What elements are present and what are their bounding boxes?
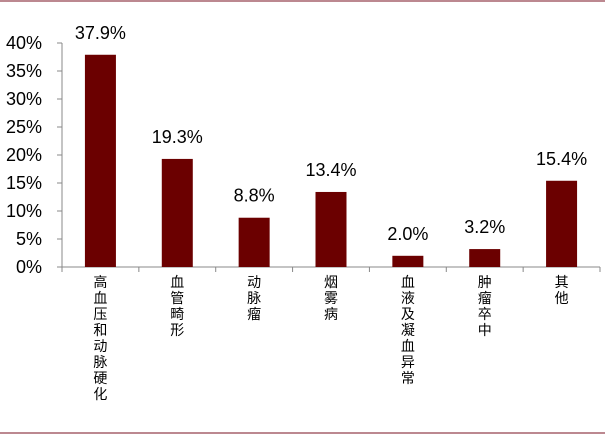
bar <box>546 180 578 267</box>
x-category-label: 动脉瘤 <box>247 275 261 323</box>
bar <box>315 191 347 267</box>
y-tick-label: 40% <box>6 33 42 53</box>
x-category-label: 烟雾病 <box>324 275 338 323</box>
y-tick-label: 0% <box>16 257 42 277</box>
data-labels: 37.9% 19.3% 8.8% 13.4% 2.0% 3.2% 15.4% <box>75 23 587 244</box>
data-label: 3.2% <box>464 217 505 237</box>
bar <box>161 158 193 267</box>
x-category-label: 高血压和动脉硬化 <box>93 274 107 403</box>
y-tick-label: 25% <box>6 117 42 137</box>
y-tick-label: 15% <box>6 173 42 193</box>
y-tick-label: 35% <box>6 61 42 81</box>
y-tick-label: 5% <box>16 229 42 249</box>
bars <box>84 54 578 268</box>
data-label: 13.4% <box>305 160 356 180</box>
category-labels: 高血压和动脉硬化 血管畸形 动脉瘤 烟雾病 血液及凝血异常 肿瘤卒中 其他 <box>93 274 568 403</box>
bar <box>84 54 116 268</box>
data-label: 15.4% <box>536 149 587 169</box>
y-tick-label: 10% <box>6 201 42 221</box>
data-label: 37.9% <box>75 23 126 43</box>
x-category-label: 血液及凝血异常 <box>401 275 415 387</box>
x-category-label: 肿瘤卒中 <box>478 275 492 339</box>
data-label: 8.8% <box>234 186 275 206</box>
data-label: 2.0% <box>387 224 428 244</box>
x-category-label: 血管畸形 <box>170 275 184 339</box>
bar <box>392 255 424 267</box>
y-tick-label: 20% <box>6 145 42 165</box>
x-category-label: 其他 <box>555 275 569 307</box>
bar <box>469 249 501 267</box>
data-label: 19.3% <box>152 127 203 147</box>
x-axis <box>61 266 601 272</box>
y-tick-label: 30% <box>6 89 42 109</box>
y-axis: 0% 5% 10% 15% 20% 25% 30% 35% 40% <box>6 33 63 277</box>
bar <box>238 217 270 267</box>
